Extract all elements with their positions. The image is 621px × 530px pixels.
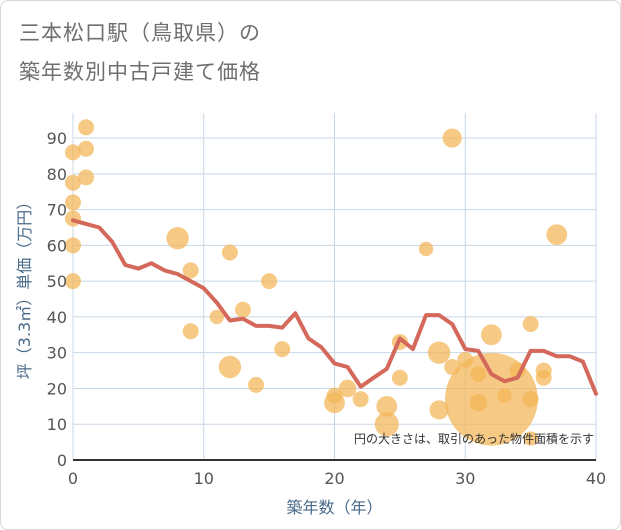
x-tick-label: 10	[194, 469, 214, 488]
y-tick-label: 60	[47, 236, 67, 255]
y-tick-label: 90	[47, 129, 67, 148]
y-tick-label: 20	[47, 379, 67, 398]
y-tick-label: 10	[47, 415, 67, 434]
bubble-point	[546, 224, 568, 246]
bubble-point	[248, 376, 265, 393]
bubble-point	[522, 316, 539, 333]
bubble-point	[221, 244, 238, 261]
bubble-point	[442, 128, 462, 148]
y-tick-label: 80	[47, 165, 67, 184]
y-tick-label: 50	[47, 272, 67, 291]
bubble-point	[427, 341, 451, 364]
bubble-point	[65, 237, 81, 254]
bubble-point	[523, 431, 538, 446]
y-tick-label: 40	[47, 308, 67, 327]
grid-lines	[72, 113, 597, 461]
bubble-point	[65, 194, 81, 211]
bubble-series	[65, 119, 568, 446]
y-axis-title: 坪（3.3㎡）単価（万円）	[15, 194, 34, 379]
bubble-point	[218, 355, 242, 379]
bubble-point	[182, 262, 199, 279]
bubble-point	[391, 369, 408, 386]
bubble-point	[65, 144, 81, 161]
size-legend-note: 円の大きさは、取引のあった物件面積を示す	[354, 431, 594, 446]
bubble-point	[65, 174, 81, 191]
x-tick-label: 40	[586, 469, 606, 488]
bubble-point	[374, 412, 399, 437]
bubble-point	[209, 309, 225, 325]
bubble-point	[166, 227, 189, 250]
bubble-point	[418, 241, 434, 257]
y-tick-label: 70	[47, 201, 67, 220]
y-tick-label: 30	[47, 344, 67, 363]
trend-line	[71, 218, 598, 396]
x-tick-label: 0	[68, 469, 78, 488]
bubble-point	[78, 169, 95, 186]
bubble-point	[429, 400, 449, 420]
x-tick-label: 20	[324, 469, 344, 488]
bubble-point	[352, 391, 369, 408]
x-axis-title: 築年数（年）	[286, 498, 382, 517]
y-tick-label: 0	[57, 451, 67, 470]
bubble-point	[324, 392, 345, 414]
bubble-point	[535, 362, 552, 379]
bubble-point	[481, 324, 502, 346]
bubble-point	[65, 273, 81, 290]
chart-title-line2: 築年数別中古戸建て価格	[19, 60, 261, 84]
bubble-point	[497, 388, 512, 403]
bubble-point	[522, 391, 539, 408]
y-tick-labels: 0 10 20 30 40 50 60 70 80 90	[47, 129, 67, 470]
x-tick-labels: 0 10 20 30 40	[68, 469, 606, 488]
bubble-point	[78, 119, 95, 136]
bubble-point	[338, 379, 357, 398]
bubble-point	[234, 301, 251, 318]
chart-title-line1: 三本松口駅（鳥取県）の	[19, 21, 261, 45]
bubble-point	[274, 341, 291, 358]
x-tick-label: 30	[455, 469, 475, 488]
bubble-point	[78, 140, 95, 157]
bubble-point	[261, 273, 278, 290]
bubble-point	[182, 323, 199, 340]
bubble-point	[376, 395, 398, 417]
